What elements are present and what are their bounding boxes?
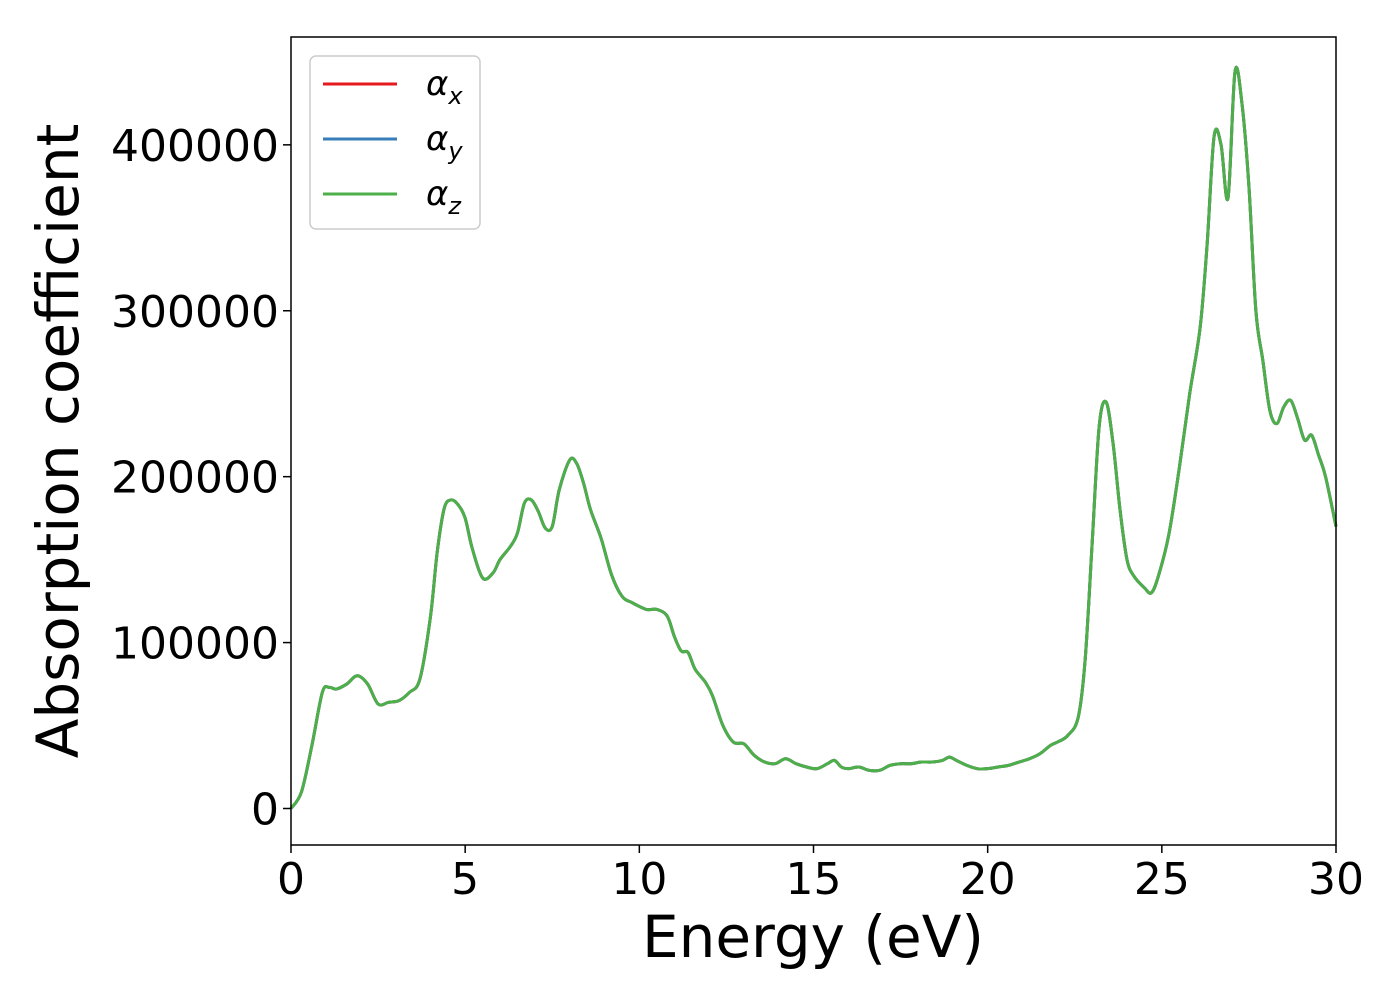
x-tick-label: 30: [1308, 854, 1364, 905]
x-axis-ticks: 0 5 10 15 20 25 30: [277, 845, 1364, 905]
x-tick-label: 10: [611, 854, 667, 905]
y-axis-title: Absorption coefficient: [24, 124, 92, 759]
x-tick-label: 5: [451, 854, 479, 905]
x-axis-title: Energy (eV): [642, 903, 984, 971]
x-tick-label: 20: [960, 854, 1016, 905]
y-tick-label: 0: [251, 784, 279, 835]
legend: αx αy αz: [309, 55, 481, 230]
x-tick-label: 15: [786, 854, 842, 905]
legend-label-z: αz: [426, 174, 462, 220]
legend-label-x: αx: [426, 64, 463, 110]
y-tick-label: 200000: [111, 453, 279, 504]
y-axis-ticks: 0 100000 200000 300000 400000: [111, 121, 291, 835]
x-tick-label: 0: [277, 854, 305, 905]
legend-label-y: αy: [426, 119, 463, 165]
y-tick-label: 400000: [111, 121, 279, 172]
y-tick-label: 100000: [111, 619, 279, 670]
y-tick-label: 300000: [111, 287, 279, 338]
series-line-z: [289, 65, 1338, 810]
series-layer: [289, 65, 1338, 810]
legend-frame: [309, 55, 481, 230]
x-tick-label: 25: [1134, 854, 1190, 905]
